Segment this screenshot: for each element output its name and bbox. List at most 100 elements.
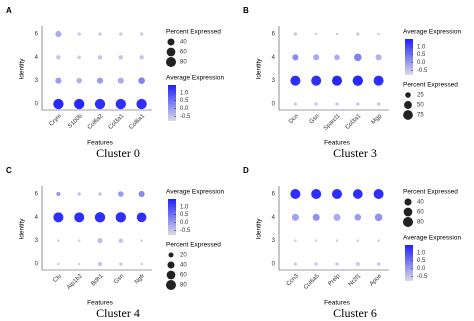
x-tick-label: Gsn <box>113 273 125 285</box>
dot <box>311 188 322 200</box>
dot <box>97 261 103 267</box>
size-legend-label: 40 <box>180 263 187 269</box>
size-legend-dot <box>168 252 174 258</box>
dot <box>57 239 60 242</box>
size-legend-label: 40 <box>180 40 187 46</box>
x-tick-label: Col6a5 <box>303 273 321 291</box>
dot <box>373 188 384 200</box>
x-tick-label: S100b <box>67 113 84 130</box>
dot <box>292 54 299 61</box>
x-axis-label: Features <box>87 140 113 147</box>
y-tick-label: 0 <box>35 102 39 108</box>
dot <box>77 32 81 36</box>
color-legend-title: Average Expression <box>166 189 224 196</box>
colorbar-label: 0.5 <box>417 258 426 264</box>
size-legend-label: 60 <box>417 210 424 216</box>
colorbar <box>405 245 413 281</box>
y-tick-label: 6 <box>35 192 39 198</box>
y-tick-label: 3 <box>272 78 276 84</box>
dot <box>374 213 383 222</box>
dot <box>98 32 102 36</box>
x-tick-label: Gsn <box>309 113 321 125</box>
size-legend-label: 25 <box>417 93 424 99</box>
dot <box>335 32 339 36</box>
dot <box>118 238 123 243</box>
dot <box>139 55 144 60</box>
x-tick-label: Nr2f1 <box>348 273 363 288</box>
x-tick-label: Bdh1 <box>90 273 105 288</box>
dot <box>354 53 362 62</box>
dot <box>98 192 102 196</box>
x-tick-label: Sparcl1 <box>323 113 342 132</box>
dot <box>376 102 381 106</box>
colorbar-label: 1.0 <box>417 250 426 256</box>
y-tick-label: 4 <box>272 215 276 221</box>
colorbar <box>405 39 413 75</box>
dot <box>356 239 360 242</box>
dot <box>56 55 61 60</box>
dot <box>97 238 103 244</box>
dot <box>376 262 381 266</box>
y-axis-label: Identity <box>19 58 26 80</box>
dot <box>335 102 339 106</box>
size-legend-label: 75 <box>417 113 424 119</box>
y-tick-label: 6 <box>35 32 39 38</box>
colorbar <box>168 199 176 235</box>
panel-letter: C <box>6 166 12 175</box>
size-legend-label: 40 <box>417 200 424 206</box>
panel: A 0 3 4 6 Crym S100b Col6a2 Col3a1 Col6a1 Identity… <box>6 6 224 160</box>
size-legend-dot <box>405 92 411 98</box>
size-legend-label: 80 <box>180 60 187 66</box>
colorbar-label: 1.0 <box>180 204 189 210</box>
colorbar-label: 1.0 <box>180 90 189 96</box>
colorbar-label: 0.5 <box>180 98 189 104</box>
x-tick-label: Prelp <box>327 273 342 288</box>
colorbar <box>168 85 176 121</box>
x-axis-label: Features <box>324 140 350 147</box>
dot <box>314 102 318 106</box>
dot <box>313 54 320 61</box>
dot <box>97 55 103 60</box>
dot <box>138 77 145 84</box>
dot <box>138 190 145 198</box>
colorbar-label: -0.5 <box>417 68 428 74</box>
size-legend-title: Percent Expressed <box>166 29 221 36</box>
dot <box>119 262 123 266</box>
dot <box>290 188 301 200</box>
dot <box>136 212 147 223</box>
dot <box>117 77 124 84</box>
dot <box>335 239 339 242</box>
size-legend-dot <box>167 38 175 46</box>
dot <box>373 75 384 86</box>
y-axis-label: Identity <box>19 218 26 240</box>
x-tick-label: Ngfr <box>134 273 146 285</box>
y-tick-label: 0 <box>272 102 276 108</box>
panel-letter: A <box>6 6 12 15</box>
dot <box>94 98 106 110</box>
dot <box>119 32 123 36</box>
size-legend-dot <box>403 207 413 217</box>
colorbar-label: 0.5 <box>417 52 426 58</box>
dot <box>377 239 380 242</box>
color-legend-title: Average Expression <box>403 235 461 242</box>
colorbar-label: -0.5 <box>180 228 191 234</box>
panel: C 0 3 4 6 Clu Atp1b2 Bdh1 Gsn Ngfr Identity Feature… <box>6 166 224 320</box>
y-axis-label: Identity <box>256 218 263 240</box>
dot <box>53 98 64 110</box>
x-axis-label: Features <box>87 300 113 307</box>
dot <box>140 239 143 242</box>
dot <box>311 75 322 86</box>
panel: B 0 3 4 6 Dcn Gsn Sparcl1 Col3a1 Mgp Identity Featu… <box>243 6 461 160</box>
x-tick-label: Mgp <box>371 113 384 126</box>
size-legend-title: Percent Expressed <box>166 242 221 249</box>
size-legend-dot <box>404 101 412 109</box>
dot <box>115 98 126 110</box>
x-tick-label: Apoe <box>369 273 384 288</box>
dot <box>377 32 380 36</box>
dot <box>294 239 297 242</box>
size-legend-dot <box>404 198 412 206</box>
dot <box>375 54 382 61</box>
x-tick-label: Col6a2 <box>87 113 105 131</box>
dot <box>74 212 85 223</box>
color-legend-title: Average Expression <box>166 75 224 82</box>
